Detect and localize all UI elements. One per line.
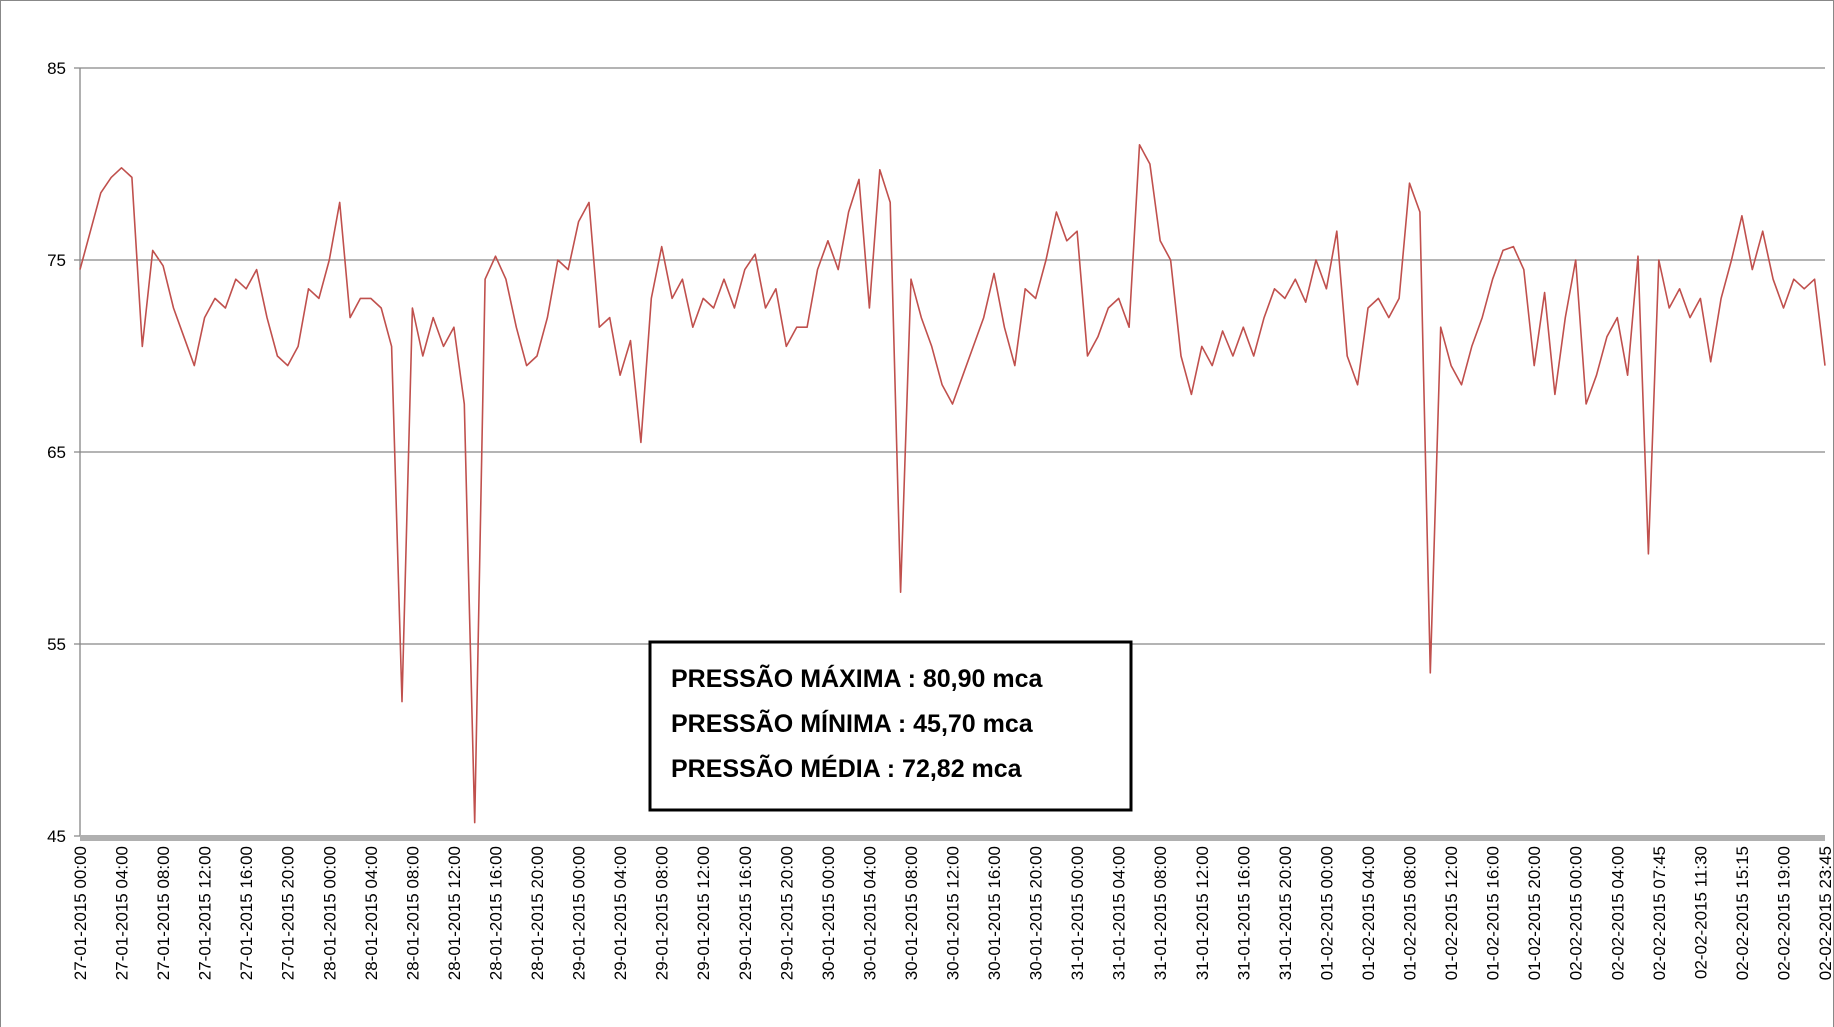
- x-tick-label: 29-01-2015 16:00: [736, 846, 755, 980]
- x-tick-label: 28-01-2015 12:00: [445, 846, 464, 980]
- x-tick-label: 02-02-2015 07:45: [1650, 846, 1669, 980]
- x-tick-label: 02-02-2015 15:15: [1733, 846, 1752, 980]
- x-tick-label: 02-02-2015 00:00: [1567, 846, 1586, 980]
- x-axis: [80, 835, 1825, 841]
- x-tick-label: 27-01-2015 12:00: [196, 846, 215, 980]
- x-tick-label: 01-02-2015 20:00: [1525, 846, 1544, 980]
- x-tick-label: 27-01-2015 08:00: [154, 846, 173, 980]
- plot-area: 45 55 65 75 85 27-01-2015 00:00 27-01-2015 04:…: [47, 59, 1834, 980]
- x-tick-label: 01-02-2015 16:00: [1484, 846, 1503, 980]
- x-tick-label: 30-01-2015 08:00: [902, 846, 921, 980]
- annotation: PRESSÃO MÉDIA : 72,82 mca: [671, 753, 1023, 783]
- x-tick-label: 01-02-2015 08:00: [1401, 846, 1420, 980]
- x-tick-label: 31-01-2015 16:00: [1234, 846, 1253, 980]
- x-tick-label: 01-02-2015 00:00: [1317, 846, 1336, 980]
- y-tick-label: 55: [47, 635, 66, 654]
- x-tick-label: 31-01-2015 12:00: [1193, 846, 1212, 980]
- x-tick-label: 31-01-2015 20:00: [1276, 846, 1295, 980]
- x-tick-label: 29-01-2015 12:00: [694, 846, 713, 980]
- x-tick-label: 30-01-2015 16:00: [985, 846, 1004, 980]
- x-tick-label: 28-01-2015 00:00: [320, 846, 339, 980]
- x-tick-label: 02-02-2015 04:00: [1608, 846, 1627, 980]
- y-tick-label: 75: [47, 251, 66, 270]
- y-tick-label: 65: [47, 443, 66, 462]
- x-tick-label: 02-02-2015 19:00: [1774, 846, 1793, 980]
- x-tick-label: 29-01-2015 08:00: [653, 846, 672, 980]
- annotation: PRESSÃO MÍNIMA : 45,70 mca: [671, 708, 1034, 738]
- x-tick-label: 30-01-2015 20:00: [1027, 846, 1046, 980]
- data-line: [79, 144, 1826, 824]
- x-tick-label: 27-01-2015 00:00: [71, 846, 90, 980]
- annotation: PRESSÃO MÁXIMA : 80,90 mca: [671, 663, 1044, 693]
- x-tick-label: 28-01-2015 20:00: [528, 846, 547, 980]
- y-tick-label: 85: [47, 59, 66, 78]
- x-tick-label: 28-01-2015 16:00: [486, 846, 505, 980]
- x-tick-label: 31-01-2015 00:00: [1068, 846, 1087, 980]
- x-tick-label: 27-01-2015 04:00: [113, 846, 132, 980]
- annotation-box: [648, 640, 1133, 812]
- y-tick-label: 45: [47, 827, 66, 846]
- x-tick-label: 02-02-2015 23:45: [1816, 846, 1834, 980]
- x-tick-label: 29-01-2015 20:00: [777, 846, 796, 980]
- x-tick-label: 31-01-2015 04:00: [1110, 846, 1129, 980]
- x-tick-label: 01-02-2015 12:00: [1442, 846, 1461, 980]
- x-tick-label: 30-01-2015 04:00: [860, 846, 879, 980]
- x-tick-label: 28-01-2015 08:00: [403, 846, 422, 980]
- x-tick-label: 27-01-2015 16:00: [237, 846, 256, 980]
- x-tick-label: 31-01-2015 08:00: [1151, 846, 1170, 980]
- x-tick-label: 01-02-2015 04:00: [1359, 846, 1378, 980]
- x-tick-label: 30-01-2015 12:00: [944, 846, 963, 980]
- x-tick-label: 29-01-2015 00:00: [570, 846, 589, 980]
- x-tick-label: 27-01-2015 20:00: [279, 846, 298, 980]
- x-tick-label: 02-02-2015 11:30: [1691, 846, 1710, 979]
- x-tick-label: 29-01-2015 04:00: [611, 846, 630, 980]
- x-tick-label: 28-01-2015 04:00: [362, 846, 381, 980]
- x-tick-label: 30-01-2015 00:00: [819, 846, 838, 980]
